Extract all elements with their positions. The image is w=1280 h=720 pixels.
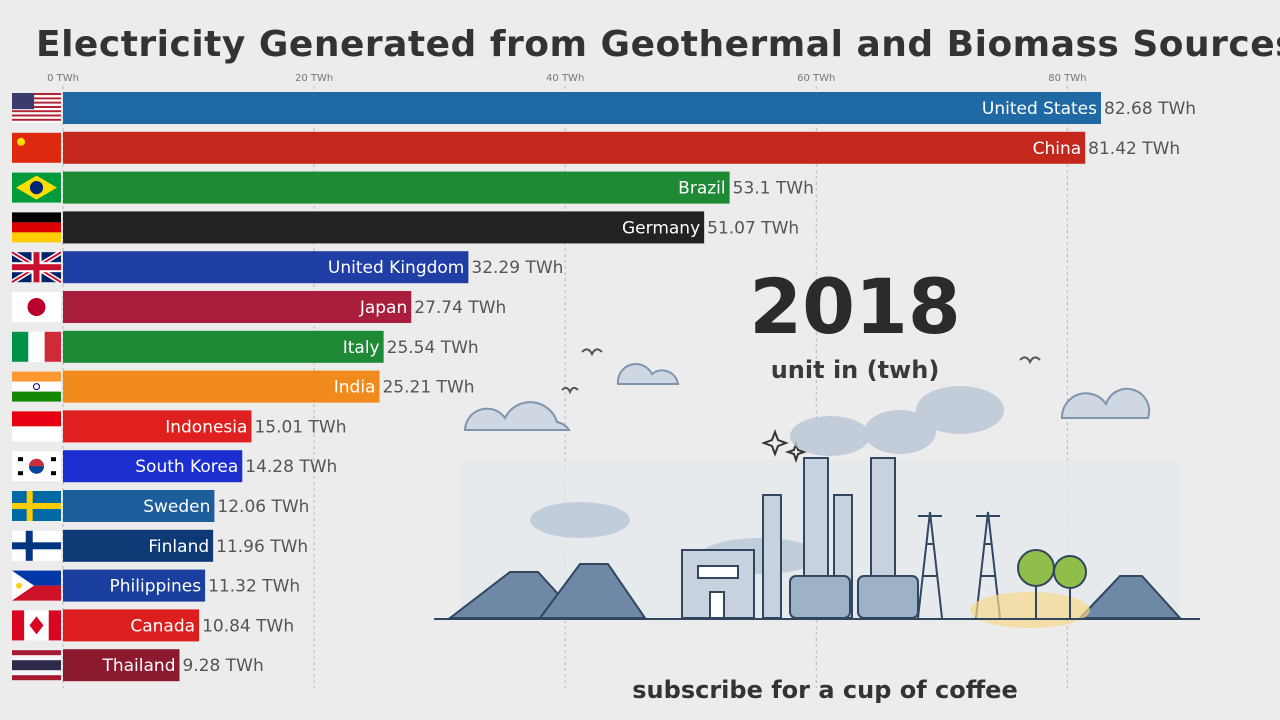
bar-country-label: Italy: [343, 338, 380, 358]
us-flag-icon: [12, 93, 61, 123]
bar: [63, 490, 215, 522]
bar: [63, 92, 1101, 124]
bar: [63, 330, 384, 363]
bar-value-label: 32.29 TWh: [471, 258, 563, 278]
tick-label: 40 TWh: [546, 73, 584, 84]
subscribe-text: subscribe for a cup of coffee: [632, 676, 1018, 704]
bar: [63, 251, 469, 284]
year-label: 2018: [749, 262, 961, 351]
tick-label: 80 TWh: [1048, 73, 1086, 84]
bar-country-label: Brazil: [678, 179, 725, 199]
kr-flag-icon: [12, 451, 61, 482]
bar-country-label: Indonesia: [165, 417, 247, 437]
bar-value-label: 82.68 TWh: [1104, 99, 1196, 119]
bar-value-label: 12.06 TWh: [217, 497, 309, 517]
bar-country-label: Thailand: [101, 656, 175, 676]
bar-country-label: South Korea: [135, 457, 238, 477]
bar-country-label: Canada: [130, 616, 195, 636]
bar-country-label: United States: [982, 99, 1097, 119]
bar-country-label: Japan: [359, 298, 407, 318]
bar-value-label: 51.07 TWh: [707, 218, 799, 238]
unit-label: unit in (twh): [770, 356, 940, 384]
bar-value-label: 14.28 TWh: [245, 457, 337, 477]
bar-value-label: 15.01 TWh: [254, 417, 346, 437]
power-plant-illustration: [434, 348, 1200, 628]
tick-label: 0 TWh: [47, 73, 79, 84]
bar: [63, 569, 206, 602]
cloud-icon: [463, 363, 1151, 431]
bar: [63, 211, 705, 244]
th-flag-icon: [12, 650, 61, 681]
ca-flag-icon: [12, 610, 61, 641]
jp-flag-icon: [12, 292, 61, 322]
bar: [63, 291, 412, 323]
bar-value-label: 25.21 TWh: [382, 378, 474, 398]
bar: [63, 450, 243, 483]
bar-value-label: 81.42 TWh: [1088, 139, 1180, 159]
bar: [63, 370, 380, 403]
fi-flag-icon: [12, 530, 61, 561]
bar-value-label: 27.74 TWh: [414, 298, 506, 318]
cn-flag-icon: [12, 132, 61, 163]
bar-country-label: Sweden: [143, 497, 210, 517]
bar-country-label: India: [334, 378, 376, 398]
id-flag-icon: [12, 411, 61, 442]
bar: [63, 609, 200, 642]
bar-value-label: 53.1 TWh: [733, 179, 814, 199]
gb-flag-icon: [10, 250, 63, 285]
se-flag-icon: [12, 491, 61, 521]
in-flag-icon: [12, 371, 61, 402]
tick-label: 20 TWh: [295, 73, 333, 84]
bar-value-label: 9.28 TWh: [183, 656, 264, 676]
bar-country-label: Germany: [622, 218, 700, 238]
it-flag-icon: [12, 331, 61, 362]
br-flag-icon: [12, 172, 61, 203]
tick-label: 60 TWh: [797, 73, 835, 84]
bar-country-label: Philippines: [110, 577, 202, 597]
bar-value-label: 11.96 TWh: [216, 537, 308, 557]
bar: [63, 410, 252, 443]
chart-title: Electricity Generated from Geothermal an…: [36, 24, 1280, 65]
bar-value-label: 10.84 TWh: [202, 616, 294, 636]
bar-value-label: 25.54 TWh: [387, 338, 479, 358]
bar-country-label: United Kingdom: [328, 258, 464, 278]
bar: [63, 131, 1086, 164]
bar: [63, 171, 730, 204]
bar: [63, 529, 214, 562]
sparkle-icon: [761, 429, 808, 464]
de-flag-icon: [12, 212, 61, 243]
ph-flag-icon: [12, 570, 61, 601]
birds-icon: [561, 348, 1041, 395]
bar-value-label: 11.32 TWh: [208, 577, 300, 597]
bar: [63, 649, 180, 682]
bar-country-label: China: [1033, 139, 1082, 159]
bar-country-label: Finland: [148, 537, 209, 557]
